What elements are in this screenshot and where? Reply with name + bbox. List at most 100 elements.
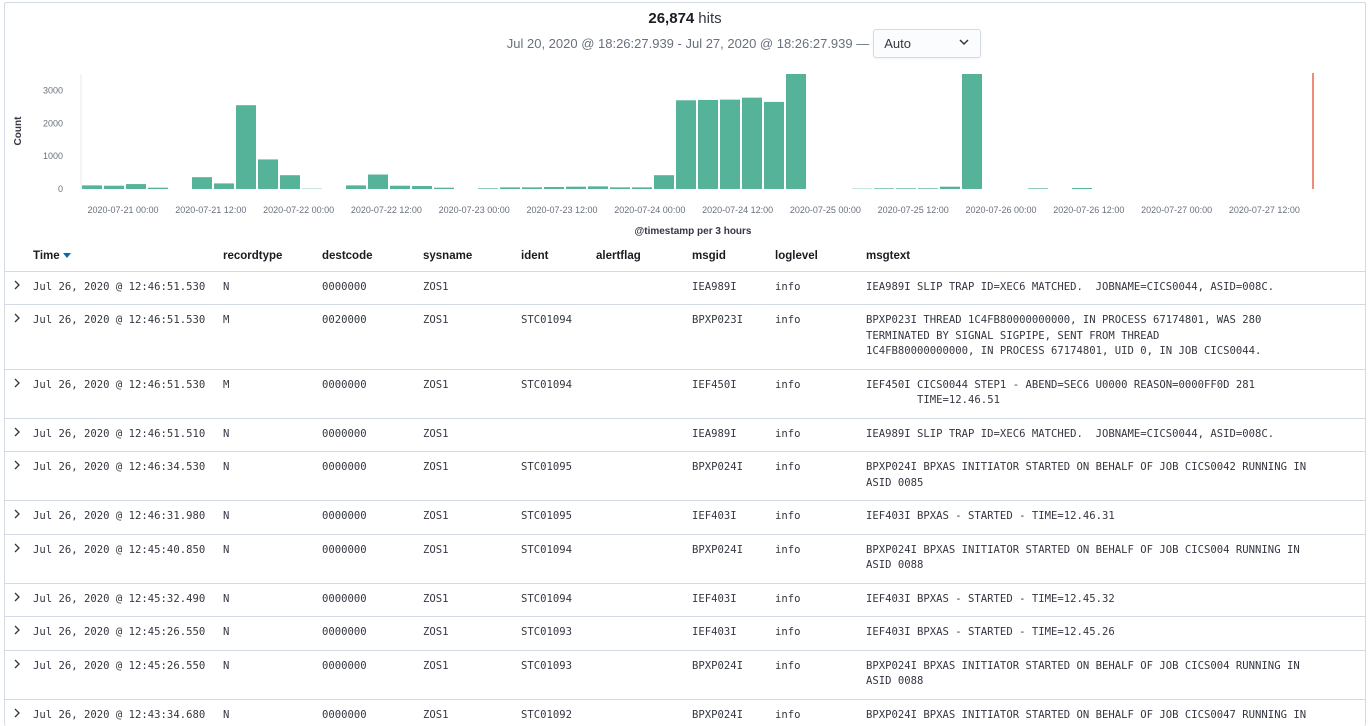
hits-label: hits [698,10,722,27]
expand-row-icon[interactable] [5,533,33,583]
cell-ident: STC01095 [521,500,596,534]
expand-row-icon[interactable] [5,270,33,305]
column-header-alertflag[interactable]: alertflag [596,250,641,263]
cell-msgtext: IEF403I BPXAS - STARTED - TIME=12.45.26 [866,616,1365,650]
column-header-ident[interactable]: ident [521,250,549,263]
cell-ident [521,270,596,305]
x-tick-label: 2020-07-21 00:00 [87,205,158,215]
cell-loglevel: info [775,304,866,369]
table-row[interactable]: Jul 26, 2020 @ 12:43:34.680 N 0000000 ZOS1 S… [5,698,1365,726]
cell-time: Jul 26, 2020 @ 12:46:34.530 [33,451,223,501]
column-header-msgtext[interactable]: msgtext [866,250,911,263]
cell-destcode: 0000000 [322,698,423,726]
cell-ident: STC01093 [521,649,596,699]
cell-msgtext: IEF450I CICS0044 STEP1 - ABEND=SEC6 U000… [866,368,1365,418]
cell-time: Jul 26, 2020 @ 12:46:51.530 [33,304,223,369]
cell-time: Jul 26, 2020 @ 12:45:40.850 [33,533,223,583]
cell-time: Jul 26, 2020 @ 12:46:51.530 [33,270,223,305]
cell-alertflag [596,417,692,452]
sort-desc-icon[interactable] [62,250,71,262]
histogram-bar [698,99,718,189]
cell-destcode: 0000000 [322,451,423,501]
table-row[interactable]: Jul 26, 2020 @ 12:46:51.530 N 0000000 ZOS1 I… [5,270,1365,305]
table-row[interactable]: Jul 26, 2020 @ 12:45:32.490 N 0000000 ZOS1 S… [5,582,1365,617]
cell-alertflag [596,270,692,305]
discover-panel: 26,874 hits Jul 20, 2020 @ 18:26:27.939 -… [4,2,1366,726]
cell-msgtext: IEF403I BPXAS - STARTED - TIME=12.45.32 [866,582,1365,617]
expand-row-icon[interactable] [5,451,33,501]
table-row[interactable]: Jul 26, 2020 @ 12:46:51.530 M 0020000 ZOS1 S… [5,304,1365,369]
x-tick-label: 2020-07-24 12:00 [702,205,773,215]
table-row[interactable]: Jul 26, 2020 @ 12:46:51.530 M 0000000 ZOS1 S… [5,368,1365,418]
cell-msgtext: BPXP024I BPXAS INITIATOR STARTED ON BEHA… [866,451,1365,501]
cell-recordtype: N [223,451,322,501]
expand-row-icon[interactable] [5,616,33,650]
cell-recordtype: N [223,270,322,305]
cell-time: Jul 26, 2020 @ 12:46:51.510 [33,417,223,452]
cell-msgid: IEF403I [692,500,775,534]
expand-row-icon[interactable] [5,368,33,418]
cell-destcode: 0000000 [322,270,423,305]
histogram-bar [940,186,960,189]
histogram-bar [918,188,938,189]
expand-row-icon[interactable] [5,582,33,617]
cell-destcode: 0000000 [322,368,423,418]
column-header-sysname[interactable]: sysname [423,250,473,263]
column-header-recordtype[interactable]: recordtype [223,250,283,263]
histogram-bar [346,185,366,189]
y-tick-label: 2000 [43,118,63,128]
interval-select[interactable]: Auto [873,29,982,58]
x-tick-label: 2020-07-27 12:00 [1229,205,1300,215]
table-row[interactable]: Jul 26, 2020 @ 12:46:51.510 N 0000000 ZOS1 I… [5,417,1365,452]
expand-row-icon[interactable] [5,500,33,534]
cell-time: Jul 26, 2020 @ 12:45:26.550 [33,616,223,650]
cell-time: Jul 26, 2020 @ 12:45:32.490 [33,582,223,617]
cell-msgid: BPXP024I [692,533,775,583]
cell-ident: STC01093 [521,616,596,650]
table-row[interactable]: Jul 26, 2020 @ 12:45:26.550 N 0000000 ZOS1 S… [5,616,1365,650]
histogram-bar [676,100,696,189]
cell-destcode: 0000000 [322,417,423,452]
table-row[interactable]: Jul 26, 2020 @ 12:45:26.550 N 0000000 ZOS1 S… [5,649,1365,699]
expand-row-icon[interactable] [5,417,33,452]
cell-alertflag [596,368,692,418]
cell-msgid: BPXP024I [692,649,775,699]
histogram-bar [632,187,652,189]
cell-loglevel: info [775,417,866,452]
y-tick-label: 3000 [43,85,63,95]
cell-loglevel: info [775,270,866,305]
cell-sysname: ZOS1 [423,451,521,501]
y-tick-label: 1000 [43,151,63,161]
interval-value: Auto [884,36,911,51]
hits-summary: 26,874 hits [5,10,1365,27]
table-row[interactable]: Jul 26, 2020 @ 12:46:31.980 N 0000000 ZOS1 S… [5,500,1365,534]
cell-msgtext: IEF403I BPXAS - STARTED - TIME=12.46.31 [866,500,1365,534]
header-toggle-spacer [5,241,33,271]
histogram-bar [1028,188,1048,189]
expand-row-icon[interactable] [5,698,33,726]
histogram-chart[interactable]: 0 1000 2000 3000 Count 2020-07-21 00:00 2020-0… [5,63,1366,241]
chevron-down-icon [958,36,970,51]
column-header-loglevel[interactable]: loglevel [775,250,818,263]
cell-alertflag [596,304,692,369]
cell-time: Jul 26, 2020 @ 12:45:26.550 [33,649,223,699]
cell-alertflag [596,451,692,501]
histogram-bar [500,187,520,189]
expand-row-icon[interactable] [5,649,33,699]
table-row[interactable]: Jul 26, 2020 @ 12:45:40.850 N 0000000 ZOS1 S… [5,533,1365,583]
column-header-time[interactable]: Time [33,241,223,271]
cell-recordtype: N [223,500,322,534]
expand-row-icon[interactable] [5,304,33,369]
cell-msgid: BPXP023I [692,304,775,369]
cell-msgtext: BPXP023I THREAD 1C4FB80000000000, IN PRO… [866,304,1365,369]
column-header-destcode[interactable]: destcode [322,250,373,263]
cell-recordtype: N [223,616,322,650]
histogram-bar [764,101,784,189]
cell-ident [521,417,596,452]
table-row[interactable]: Jul 26, 2020 @ 12:46:34.530 N 0000000 ZOS1 S… [5,451,1365,501]
documents-table: Time recordtype destcode sysname ident a… [5,241,1365,726]
column-header-msgid[interactable]: msgid [692,250,726,263]
cell-ident: STC01094 [521,304,596,369]
histogram-bar [412,186,432,189]
cell-alertflag [596,616,692,650]
